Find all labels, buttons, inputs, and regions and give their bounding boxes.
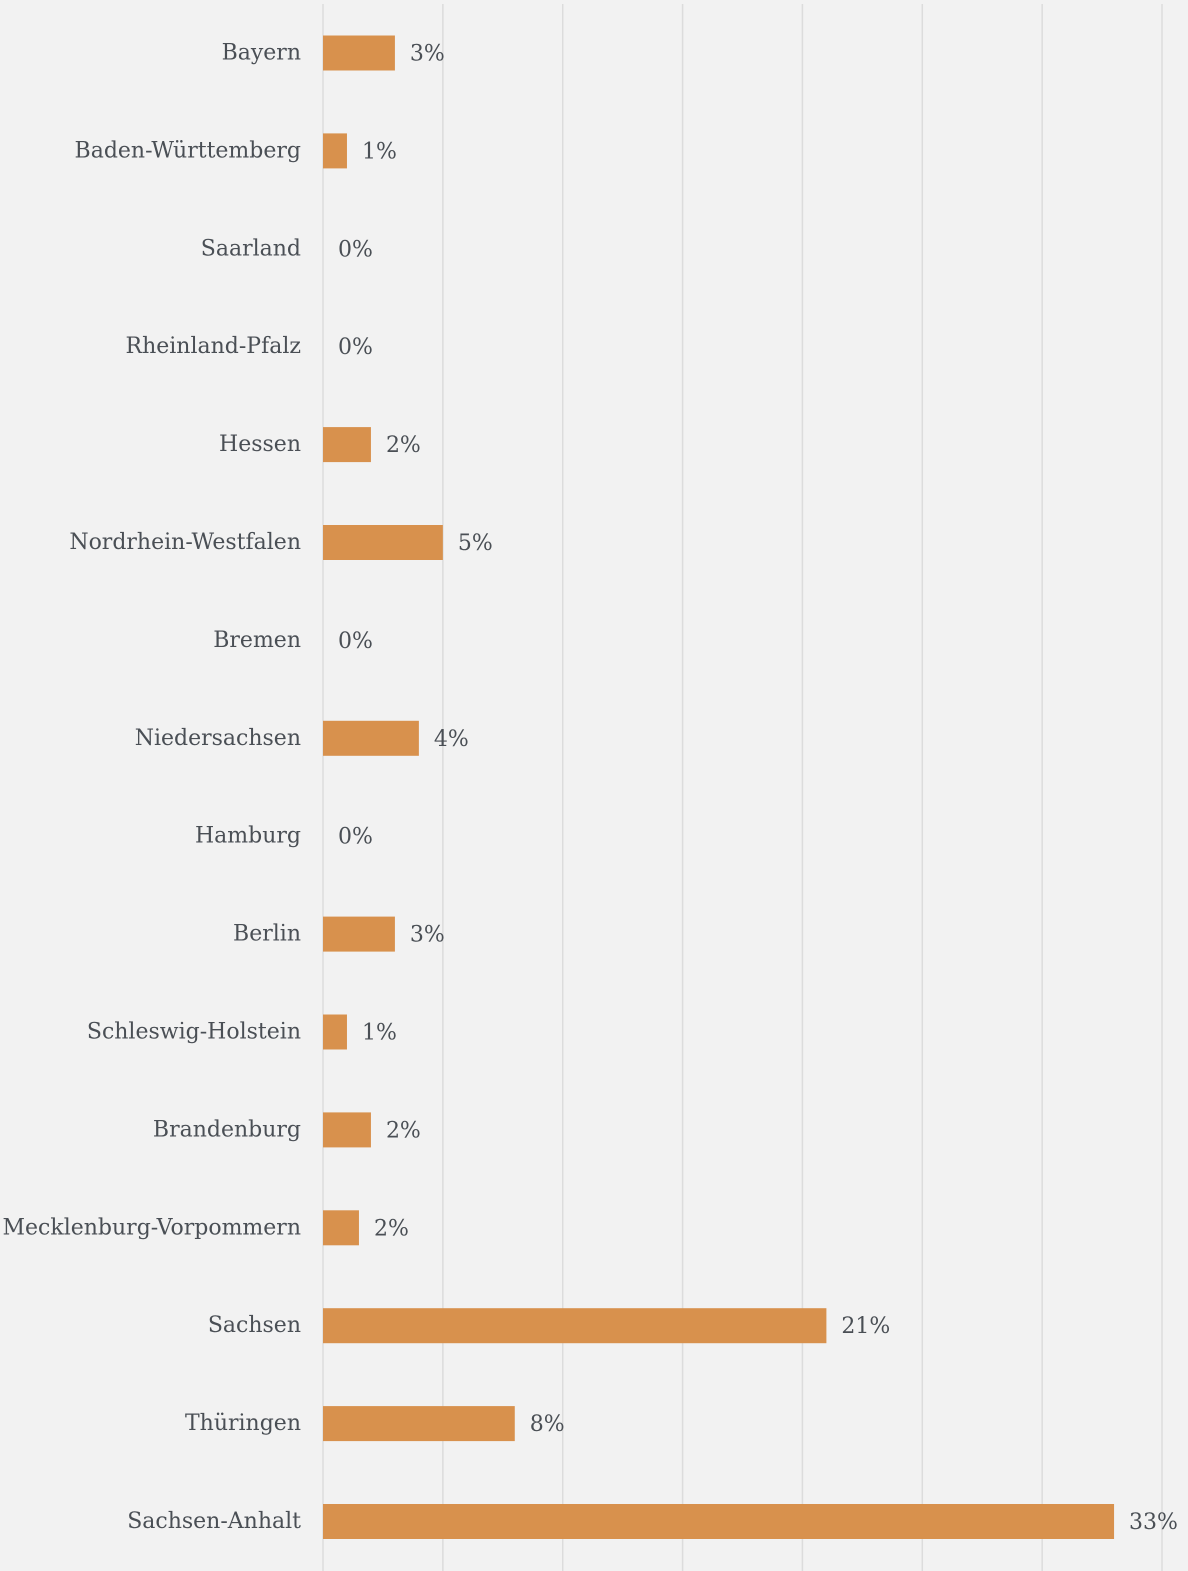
category-label: Brandenburg — [153, 1117, 301, 1142]
data-label: 0% — [338, 237, 373, 262]
data-label: 4% — [434, 727, 469, 752]
category-label: Mecklenburg-Vorpommern — [3, 1215, 302, 1240]
category-label: Thüringen — [185, 1411, 301, 1436]
data-label: 0% — [338, 825, 373, 850]
data-label: 2% — [374, 1216, 409, 1241]
bar-11 — [323, 1112, 371, 1148]
bar-0 — [323, 35, 395, 71]
category-label: Sachsen — [208, 1313, 301, 1338]
data-label: 5% — [458, 531, 493, 556]
bar-12 — [323, 1210, 359, 1246]
bar-5 — [323, 525, 443, 560]
category-label: Saarland — [201, 236, 301, 261]
data-label: 3% — [410, 923, 445, 948]
bar-9 — [323, 916, 395, 952]
bars — [323, 35, 1115, 1539]
bar-1 — [323, 133, 347, 169]
bar-4 — [323, 427, 371, 463]
bar-13 — [323, 1308, 827, 1344]
data-label: 0% — [338, 629, 373, 654]
data-label: 2% — [386, 1118, 421, 1143]
data-label: 3% — [410, 42, 445, 67]
category-label: Rheinland-Pfalz — [126, 334, 301, 359]
data-label: 33% — [1129, 1510, 1178, 1535]
category-label: Niedersachsen — [135, 726, 301, 751]
category-label: Baden-Württemberg — [75, 138, 301, 163]
category-label: Hessen — [219, 432, 301, 457]
category-label: Nordrhein-Westfalen — [69, 530, 301, 555]
data-label: 21% — [841, 1314, 890, 1339]
category-labels: Bayern Baden-Württemberg Saarland Rheinland… — [3, 41, 302, 1535]
category-label: Hamburg — [195, 824, 301, 849]
gridlines — [322, 4, 1163, 1571]
data-label: 8% — [530, 1412, 565, 1437]
category-label: Sachsen-Anhalt — [127, 1509, 301, 1534]
data-label: 0% — [338, 335, 373, 360]
category-label: Berlin — [233, 922, 301, 947]
data-label: 1% — [362, 139, 397, 164]
category-label: Bayern — [222, 41, 301, 66]
category-label: Bremen — [213, 628, 301, 653]
bar-15 — [323, 1504, 1115, 1539]
value-labels: 3% 1% 0% 0% 2% 5% 0% 4% 0% 3% 1% 2% 2% 21% 8% 33% — [338, 42, 1178, 1536]
category-label: Schleswig-Holstein — [87, 1020, 301, 1045]
bar-10 — [323, 1014, 347, 1050]
bar-14 — [323, 1406, 515, 1442]
bar-7 — [323, 720, 419, 756]
data-label: 1% — [362, 1021, 397, 1046]
data-label: 2% — [386, 433, 421, 458]
